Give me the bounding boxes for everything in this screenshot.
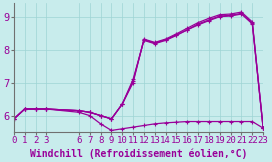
X-axis label: Windchill (Refroidissement éolien,°C): Windchill (Refroidissement éolien,°C) bbox=[30, 148, 247, 159]
